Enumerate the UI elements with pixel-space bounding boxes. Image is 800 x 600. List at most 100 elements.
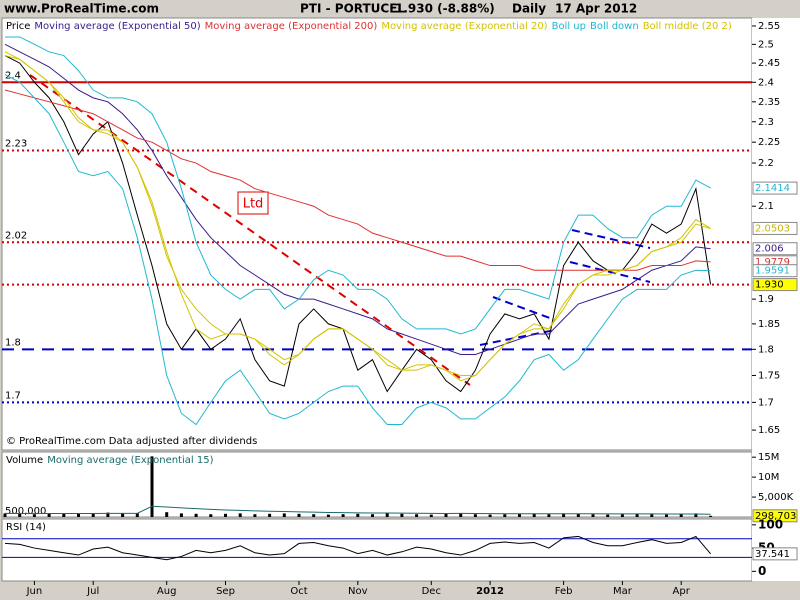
level-label: 2.02	[5, 230, 27, 241]
series-line	[5, 36, 711, 335]
last-value: 1.9591	[755, 266, 790, 277]
site: www.ProRealTime.com	[4, 2, 159, 16]
last-value: 1.930	[755, 280, 784, 291]
volume-bar	[429, 514, 433, 517]
volume-bar	[650, 514, 654, 517]
right-axis	[752, 18, 800, 581]
last-value-box	[752, 264, 798, 278]
last-value-box	[752, 509, 798, 523]
volume-bar	[635, 513, 639, 517]
y-tick-label: 2.35	[758, 97, 780, 108]
x-tick-label: Aug	[157, 586, 177, 597]
x-tick-label: Feb	[555, 586, 573, 597]
legend-entry: Moving average (Exponential 50)	[34, 21, 200, 32]
last-value-box	[752, 278, 798, 292]
volume-bar	[297, 513, 301, 517]
volume-bar	[665, 514, 668, 517]
x-tick-label: Jun	[26, 586, 43, 597]
volume-bar	[591, 514, 595, 517]
volume-bar	[253, 514, 257, 517]
last-value-box	[752, 181, 798, 195]
last-value: 2.006	[755, 244, 784, 255]
last-value-box	[752, 221, 798, 235]
y-tick-label: 1.75	[758, 370, 780, 381]
series-line	[4, 55, 711, 376]
volume-bar	[547, 514, 551, 517]
legend-entry: Moving average (Exponential 15)	[47, 455, 213, 466]
last-value: 37.541	[755, 549, 790, 560]
level-label: 2.23	[5, 138, 27, 149]
quote: 1.930 (-8.88%)	[395, 2, 495, 16]
x-tick-label: Nov	[348, 586, 368, 597]
left-label: 500,000	[5, 506, 46, 517]
legend-entry: Boll down	[590, 21, 639, 32]
volume-bar	[444, 513, 448, 517]
level-label: 2.4	[5, 70, 21, 81]
volume-bar	[679, 514, 683, 517]
y-tick-label: 10M	[758, 472, 779, 483]
volume-bar	[356, 513, 360, 517]
x-tick-label: Mar	[613, 586, 633, 597]
volume-bar	[91, 513, 95, 517]
legend-entry: Boll middle (20 2)	[643, 21, 732, 32]
volume-bar	[341, 514, 345, 517]
header-bar	[0, 0, 800, 17]
x-tick-label: Dec	[422, 586, 441, 597]
volume-panel	[1, 451, 753, 518]
last-value: 2.0503	[755, 223, 790, 234]
series-line	[4, 505, 711, 515]
volume-bar	[694, 513, 698, 517]
volume-bar	[18, 513, 22, 517]
y-tick-label: 1.7	[758, 397, 774, 408]
legend-entry: Price	[6, 21, 30, 32]
volume-bar	[135, 513, 139, 517]
y-tick-label: 2.5	[758, 39, 774, 50]
volume-bar	[165, 512, 169, 517]
legend-entry: Volume	[6, 455, 43, 466]
y-tick-label: 2.2	[758, 158, 774, 169]
series-line	[4, 89, 711, 271]
legend-entry: Moving average (Exponential 200)	[205, 21, 378, 32]
volume-bar	[32, 514, 36, 517]
level-label: 1.8	[5, 337, 21, 348]
y-tick-label: 0	[758, 564, 766, 578]
y-tick-label: 1.65	[758, 425, 780, 436]
volume-bar	[606, 514, 610, 517]
last-value-box	[752, 547, 798, 561]
last-value-box	[752, 242, 798, 256]
volume-bar	[3, 513, 7, 517]
volume-bar	[532, 513, 536, 517]
annotation-box	[237, 191, 269, 215]
y-tick-label: 100	[758, 517, 783, 531]
date: 17 Apr 2012	[555, 2, 637, 16]
y-tick-label: 15M	[758, 452, 779, 463]
volume-bar	[106, 512, 110, 517]
volume-bar	[459, 513, 463, 517]
chart-title: PTI - PORTUCEL	[300, 2, 405, 16]
volume-bar	[77, 513, 80, 517]
volume-bar	[488, 514, 492, 517]
volume-bar	[473, 514, 477, 517]
series-line	[4, 55, 712, 393]
trend-line	[29, 74, 471, 386]
last-value: 298,703	[755, 511, 796, 522]
x-tick-label: Jul	[86, 586, 99, 597]
y-tick-label: 1.85	[758, 319, 780, 330]
y-tick-label: 1.8	[758, 344, 774, 355]
volume-bar	[709, 515, 713, 517]
volume-bar	[518, 513, 521, 517]
channel-line	[492, 296, 556, 321]
volume-bar	[312, 514, 316, 517]
volume-bar	[282, 513, 286, 517]
volume-bar	[194, 513, 198, 517]
y-tick-label: 2.3	[758, 117, 774, 128]
volume-bar	[503, 514, 507, 517]
x-tick-label: Oct	[290, 586, 307, 597]
volume-bar	[209, 514, 213, 517]
volume-bar	[268, 513, 272, 517]
volume-bar	[385, 513, 389, 517]
y-tick-label: 2.45	[758, 58, 780, 69]
volume-bar	[620, 514, 624, 517]
volume-bar	[121, 513, 125, 517]
